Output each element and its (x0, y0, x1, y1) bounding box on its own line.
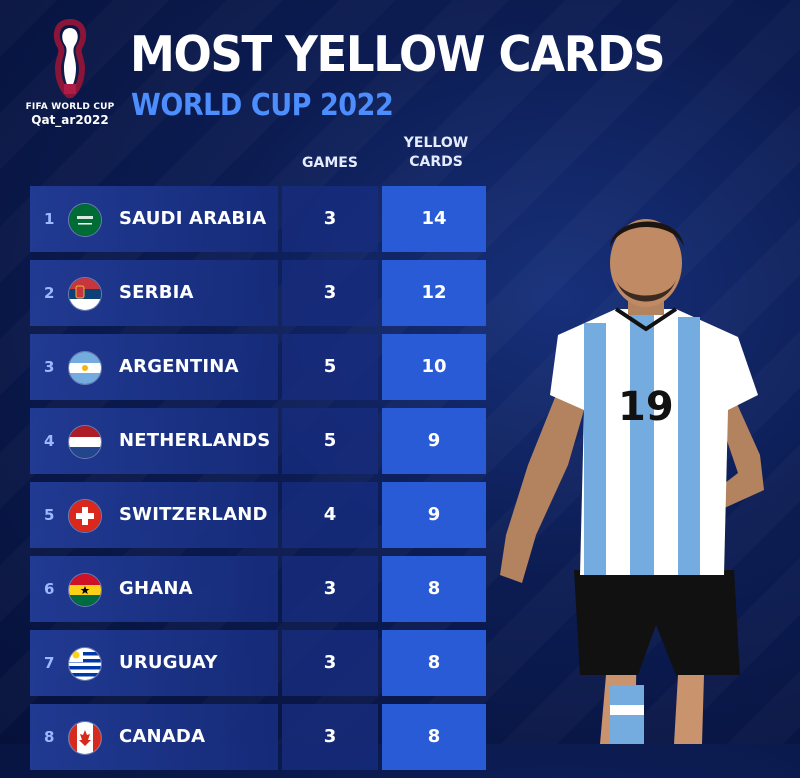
shirt-number: 19 (618, 384, 674, 430)
yellow-cards-value: 8 (427, 652, 441, 673)
country-name: GHANA (119, 578, 193, 599)
yellow-cards-cell: 8 (382, 704, 486, 770)
yellow-cards-cell: 12 (382, 260, 486, 326)
yellow-cards-cell: 9 (382, 408, 486, 474)
table-row: 8 CANADA 3 8 (30, 704, 490, 770)
table-row: 2 SERBIA 3 12 (30, 260, 490, 326)
yellow-cards-cell: 8 (382, 556, 486, 622)
games-cell: 5 (282, 334, 378, 400)
rank-number: 3 (44, 358, 55, 376)
games-cell: 3 (282, 704, 378, 770)
table-row: 4 NETHERLANDS 5 9 (30, 408, 490, 474)
country-cell: 6 GHANA (30, 556, 278, 622)
football-player-icon: 19 (500, 219, 764, 744)
yellow-cards-cell: 8 (382, 630, 486, 696)
table-row: 7 URUGUAY 3 8 (30, 630, 490, 696)
games-value: 4 (323, 504, 337, 525)
games-value: 5 (323, 356, 337, 377)
games-value: 3 (323, 208, 337, 229)
yellow-cards-cell: 9 (382, 482, 486, 548)
games-value: 3 (323, 282, 337, 303)
games-value: 3 (323, 652, 337, 673)
page-subtitle: WORLD CUP 2022 (131, 88, 394, 123)
argentina-flag-icon (68, 351, 102, 385)
country-name: NETHERLANDS (119, 430, 271, 451)
games-value: 3 (323, 726, 337, 747)
player-illustration: 19 (488, 205, 800, 744)
netherlands-flag-icon (68, 425, 102, 459)
logo-subtext: Qat_ar2022 (31, 113, 109, 127)
rank-number: 7 (44, 654, 55, 672)
yellow-cards-value: 8 (427, 726, 441, 747)
table-row: 3 ARGENTINA 5 10 (30, 334, 490, 400)
column-header-cards-line2: CARDS (409, 154, 463, 170)
yellow-cards-value: 12 (421, 282, 447, 303)
column-header-yellow-cards: YELLOW CARDS (386, 134, 486, 172)
country-name: ARGENTINA (119, 356, 239, 377)
world-cup-logo: FIFA WORLD CUP Qat_ar2022 (22, 18, 118, 128)
yellow-cards-value: 9 (427, 504, 441, 525)
yellow-cards-table: 1 SAUDI ARABIA 3 14 2 SERBIA 3 12 3 ARGE… (30, 186, 490, 778)
games-cell: 3 (282, 630, 378, 696)
yellow-cards-value: 8 (427, 578, 441, 599)
canada-flag-icon (68, 721, 102, 755)
table-row: 5 SWITZERLAND 4 9 (30, 482, 490, 548)
country-cell: 3 ARGENTINA (30, 334, 278, 400)
logo-text: FIFA WORLD CUP (25, 102, 115, 112)
serbia-flag-icon (68, 277, 102, 311)
country-name: SWITZERLAND (119, 504, 268, 525)
country-cell: 2 SERBIA (30, 260, 278, 326)
country-name: URUGUAY (119, 652, 218, 673)
games-value: 3 (323, 578, 337, 599)
switzerland-flag-icon (68, 499, 102, 533)
country-cell: 7 URUGUAY (30, 630, 278, 696)
country-name: SAUDI ARABIA (119, 208, 267, 229)
yellow-cards-value: 14 (421, 208, 447, 229)
uruguay-flag-icon (68, 647, 102, 681)
saudi-arabia-flag-icon (68, 203, 102, 237)
yellow-cards-value: 9 (427, 430, 441, 451)
ghana-flag-icon (68, 573, 102, 607)
rank-number: 5 (44, 506, 55, 524)
column-header-games: GAMES (302, 155, 358, 171)
country-cell: 8 CANADA (30, 704, 278, 770)
trophy-logo-icon (53, 18, 87, 98)
country-cell: 4 NETHERLANDS (30, 408, 278, 474)
games-cell: 4 (282, 482, 378, 548)
table-row: 1 SAUDI ARABIA 3 14 (30, 186, 490, 252)
country-name: CANADA (119, 726, 206, 747)
games-value: 5 (323, 430, 337, 451)
rank-number: 2 (44, 284, 55, 302)
games-cell: 3 (282, 186, 378, 252)
games-cell: 3 (282, 556, 378, 622)
games-cell: 3 (282, 260, 378, 326)
country-name: SERBIA (119, 282, 194, 303)
rank-number: 1 (44, 210, 55, 228)
country-cell: 5 SWITZERLAND (30, 482, 278, 548)
games-cell: 5 (282, 408, 378, 474)
yellow-cards-cell: 14 (382, 186, 486, 252)
yellow-cards-cell: 10 (382, 334, 486, 400)
table-row: 6 GHANA 3 8 (30, 556, 490, 622)
column-header-cards-line1: YELLOW (403, 135, 469, 151)
country-cell: 1 SAUDI ARABIA (30, 186, 278, 252)
rank-number: 6 (44, 580, 55, 598)
rank-number: 8 (44, 728, 55, 746)
rank-number: 4 (44, 432, 55, 450)
page-title: MOST YELLOW CARDS (130, 26, 666, 83)
yellow-cards-value: 10 (421, 356, 447, 377)
